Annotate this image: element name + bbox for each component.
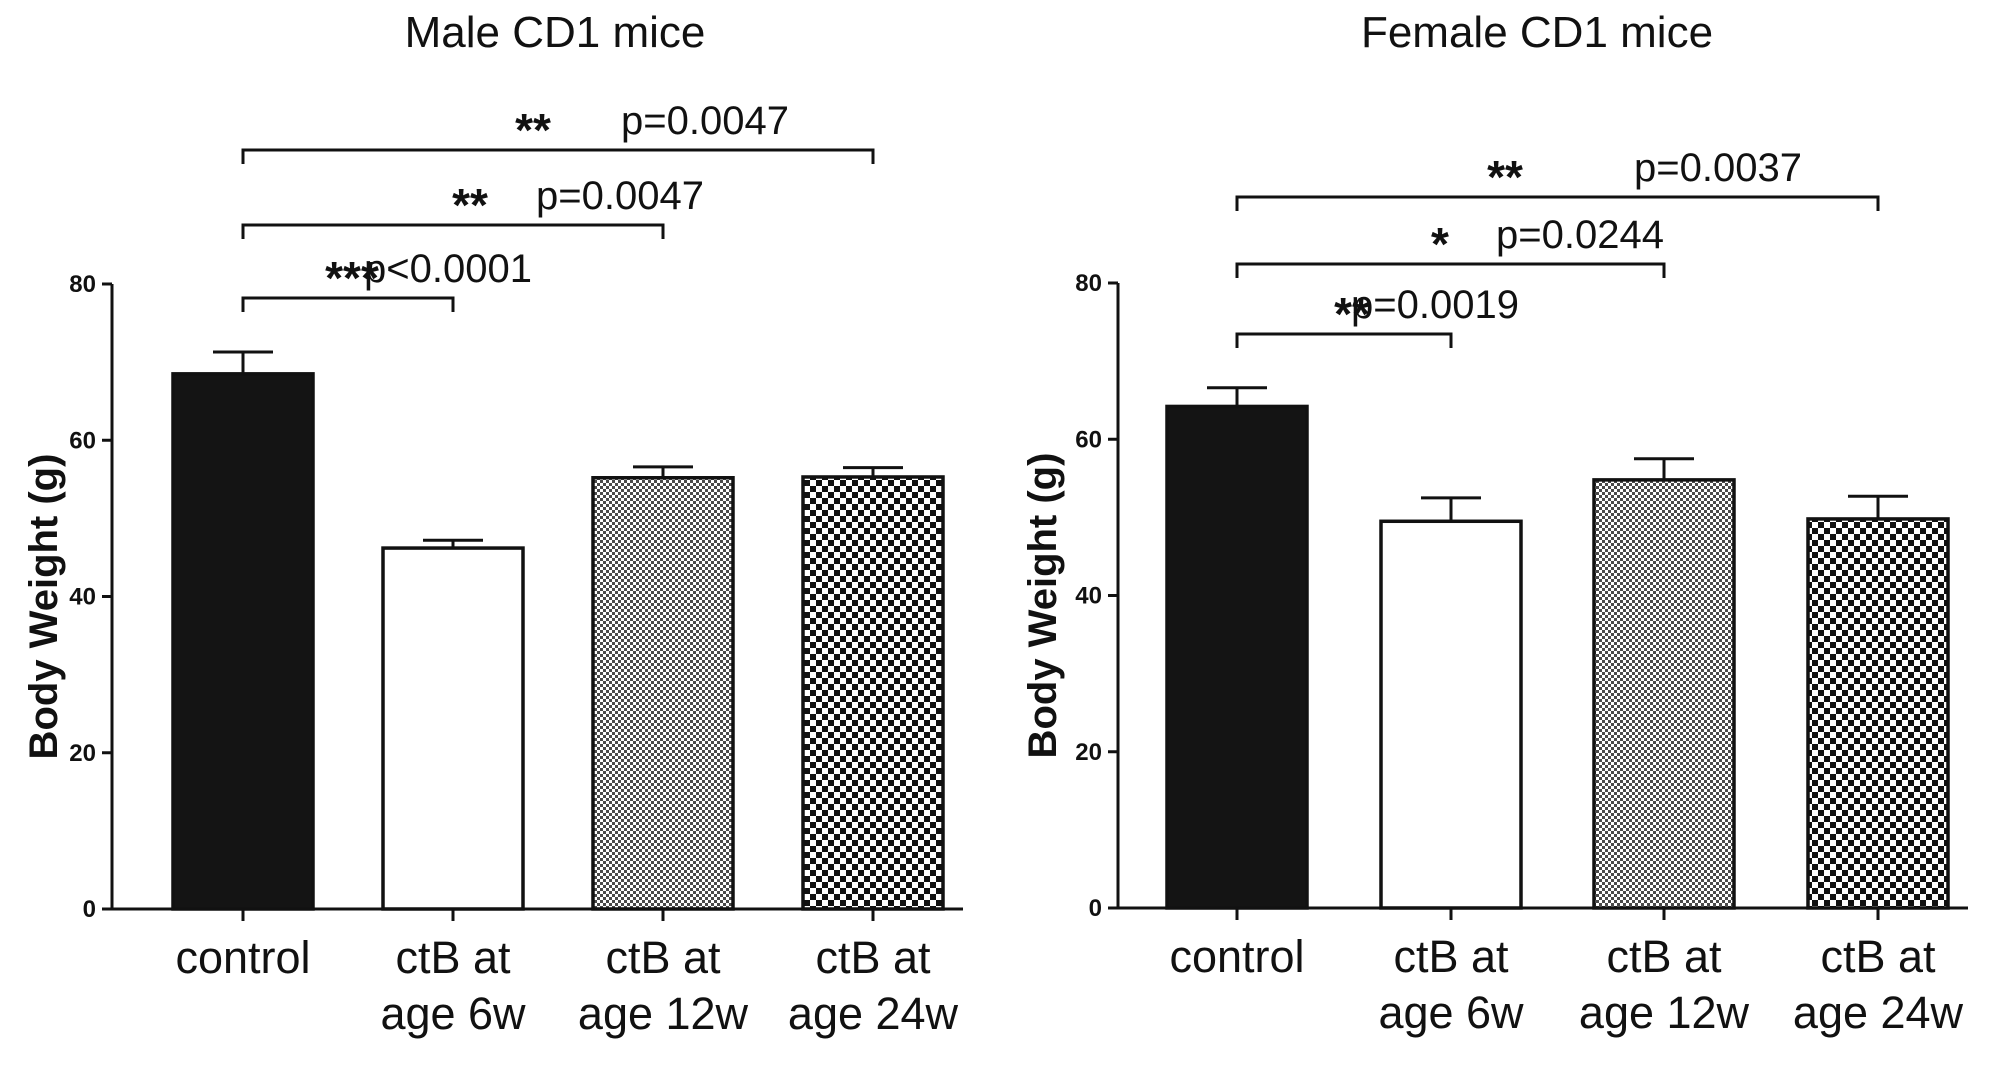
bar-2: [1379, 519, 1523, 910]
x-tick-label-line: ctB at: [605, 932, 721, 983]
x-tick-label-line: age 24w: [1793, 987, 1964, 1038]
x-tick-label-line: ctB at: [1606, 931, 1722, 982]
x-tick-label-line: control: [1169, 931, 1304, 982]
y-tick-label: 0: [1089, 895, 1102, 922]
significance-stars: ***: [325, 252, 379, 304]
x-tick-label-line: ctB at: [1820, 931, 1936, 982]
p-value-label: p<0.0001: [364, 247, 532, 291]
x-tick-label-line: age 24w: [788, 988, 959, 1039]
significance-bracket: [1235, 195, 1880, 211]
bar-3: [1592, 478, 1736, 910]
y-tick-label: 0: [83, 896, 96, 923]
x-tick-label: ctB at age 12w: [1579, 931, 1750, 1038]
significance-bracket: [241, 148, 875, 164]
y-tick-label: 80: [69, 271, 96, 298]
significance-bracket: [241, 223, 665, 239]
x-tick-label: ctB at age 6w: [380, 932, 526, 1039]
x-tick-label-line: ctB at: [815, 932, 931, 983]
x-tick-label-line: ctB at: [1393, 931, 1509, 982]
significance-bracket: [1235, 332, 1453, 348]
p-value-label: p=0.0047: [536, 174, 704, 218]
p-value-label: p=0.0037: [1634, 146, 1802, 190]
significance-stars: **: [515, 104, 551, 156]
p-value-label: p=0.0244: [1496, 213, 1664, 257]
x-tick-label-line: control: [175, 932, 310, 983]
bar-4: [1806, 517, 1950, 910]
y-tick-label: 60: [1075, 426, 1102, 453]
chart-panel-1: Male CD1 mice Body Weight (g) 0 20 40 60 80 con…: [22, 8, 963, 1039]
x-tick-label: ctB at age 6w: [1378, 931, 1524, 1038]
bar-4: [801, 475, 945, 911]
x-tick-label: control: [1169, 931, 1304, 982]
p-value-label: p=0.0019: [1351, 283, 1519, 327]
significance-bracket: [241, 296, 455, 312]
x-tick-label-line: age 12w: [578, 988, 749, 1039]
x-tick-label-line: age 6w: [1378, 987, 1524, 1038]
p-value-label: p=0.0047: [621, 99, 789, 143]
bar-3: [591, 476, 735, 911]
chart-title: Male CD1 mice: [405, 8, 706, 57]
y-tick-label: 80: [1075, 270, 1102, 297]
y-axis-label: Body Weight (g): [1021, 453, 1065, 759]
x-tick-label: control: [175, 932, 310, 983]
y-tick-label: 60: [69, 427, 96, 454]
x-tick-label-line: age 6w: [380, 988, 526, 1039]
significance-bracket: [1235, 262, 1666, 278]
bar-1: [171, 372, 315, 911]
x-tick-label: ctB at age 24w: [1793, 931, 1964, 1038]
y-tick-label: 20: [1075, 739, 1102, 766]
y-tick-label: 40: [69, 584, 96, 611]
x-tick-label: ctB at age 12w: [578, 932, 749, 1039]
bar-1: [1165, 404, 1309, 910]
significance-stars: **: [1334, 288, 1370, 340]
x-tick-label-line: age 12w: [1579, 987, 1750, 1038]
y-axis-label: Body Weight (g): [22, 454, 66, 760]
significance-stars: *: [1431, 218, 1449, 270]
x-tick-label-line: ctB at: [395, 932, 511, 983]
significance-stars: **: [452, 179, 488, 231]
chart-panel-2: Female CD1 mice Body Weight (g) 0 20 40 60 80 c…: [1021, 8, 1968, 1038]
y-tick-label: 20: [69, 740, 96, 767]
significance-stars: **: [1487, 151, 1523, 203]
x-tick-label: ctB at age 24w: [788, 932, 959, 1039]
y-tick-label: 40: [1075, 583, 1102, 610]
chart-title: Female CD1 mice: [1361, 8, 1713, 57]
bar-2: [381, 546, 525, 911]
